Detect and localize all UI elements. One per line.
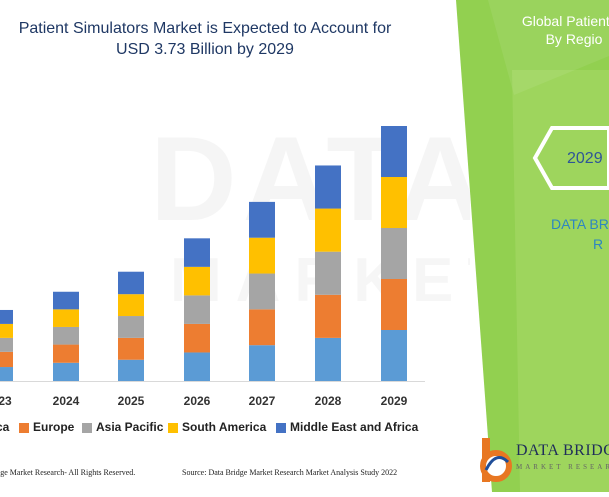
bar-2026-series-0 [184,352,210,381]
x-tick-label-2023: 23 [0,394,12,408]
legend-swatch-2 [82,423,92,433]
x-tick-label-2024: 2024 [53,394,80,408]
x-tick-label-2029: 2029 [381,394,408,408]
bar-2027-series-0 [249,345,275,381]
bar-2023-series-0 [0,367,13,381]
bar-2026-series-4 [184,238,210,267]
bar-2028-series-1 [315,294,341,338]
watermark-text: DATA BRIDGE [150,110,470,248]
side-panel-text: DATA BR R [551,214,609,254]
legend-swatch-4 [276,423,286,433]
bar-2023-series-3 [0,323,13,338]
hexagon-shape [532,126,609,190]
chart-title: Patient Simulators Market is Expected to… [0,18,420,60]
logo-icon [480,438,512,482]
side-text-line-2: R [593,236,604,252]
bar-2029-series-3 [381,177,407,228]
bar-2025-series-1 [118,337,144,360]
bar-2027-series-2 [249,273,275,310]
chart-area: DATA BRIDGE MARKETRESEARCH Patient Simul… [0,18,470,477]
x-tick-label-2026: 2026 [184,394,211,408]
legend-label-4: Middle East and Africa [290,420,419,434]
bar-2024-series-3 [53,309,79,327]
chart-title-line-1: Patient Simulators Market is Expected to… [18,20,392,37]
bar-2027-series-3 [249,237,275,274]
x-tick-label-2025: 2025 [118,394,145,408]
legend-swatch-3 [168,423,178,433]
bar-2027-series-1 [249,309,275,346]
side-panel-background [456,0,609,492]
logo-subtitle: MARKET RESEARCH [516,463,609,471]
footer-source: Source: Data Bridge Market Research Mark… [182,468,398,477]
bar-2024-series-2 [53,326,79,345]
stacked-bar-chart: 23 2024 2025 2026 2027 2028 2029 [0,126,425,408]
logo-name: DATA BRIDGE [516,442,609,459]
legend-label-1: Europe [33,420,75,434]
side-title-line-2: By Regio [545,31,603,47]
bar-2025-series-4 [118,271,144,295]
legend-swatch-1 [19,423,29,433]
bar-2025-series-2 [118,316,144,338]
bar-2027-series-4 [249,201,275,238]
bar-2028-series-3 [315,208,341,252]
side-text-line-1: DATA BR [551,216,609,232]
bar-2026-series-2 [184,295,210,324]
side-title-line-1: Global Patient Si [521,13,609,29]
bar-2029-series-2 [381,228,407,279]
legend-label-0: ca [0,420,10,434]
footer-copyright: idge Market Research- All Rights Reserve… [0,468,136,477]
bar-2025-series-0 [118,359,144,381]
x-tick-label-2028: 2028 [315,394,342,408]
bar-2026-series-3 [184,266,210,296]
bar-2023-series-1 [0,351,13,368]
legend-label-3: South America [182,420,267,434]
bar-2026-series-1 [184,323,210,353]
hex-year-label: 2029 [567,150,603,167]
bar-2028-series-4 [315,165,341,209]
company-logo: DATA BRIDGE MARKET RESEARCH [478,436,609,486]
bar-2023-series-2 [0,337,13,352]
bar-2024-series-0 [53,362,79,381]
bar-2025-series-3 [118,294,144,317]
bar-2023-series-4 [0,309,13,324]
bar-2029-series-0 [381,330,407,381]
bar-2028-series-0 [315,337,341,381]
bar-2029-series-4 [381,126,407,177]
bar-2028-series-2 [315,251,341,295]
chart-title-line-2: USD 3.73 Billion by 2029 [116,41,294,58]
bar-2024-series-4 [53,291,79,310]
side-panel-title: Global Patient Si By Regio [484,12,609,48]
side-panel: Global Patient Si By Regio 2029 DATA BR … [432,0,609,492]
bar-2029-series-1 [381,279,407,330]
bar-2024-series-1 [53,344,79,363]
legend-label-2: Asia Pacific [96,420,164,434]
x-tick-label-2027: 2027 [249,394,276,408]
